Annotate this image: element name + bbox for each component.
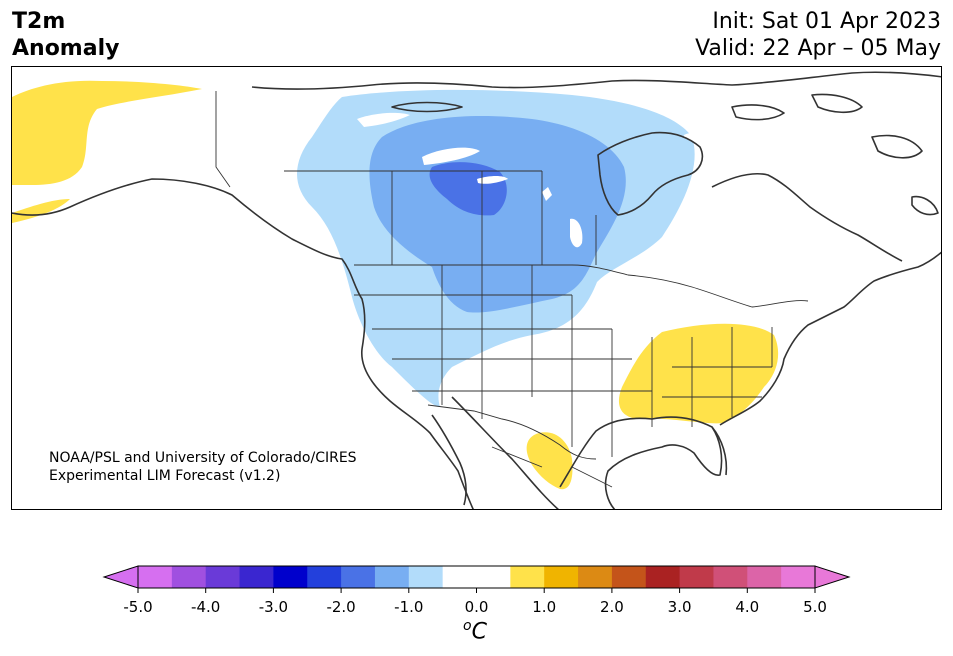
colorbar-bin [578,566,613,588]
colorbar-bin [645,566,681,588]
colorbar-tick-label: -1.0 [394,598,424,616]
colorbar-bin [408,566,444,588]
colorbar-bin [510,566,545,588]
colorbar-tick-label: 3.0 [667,598,692,616]
colorbar-tick-label: 2.0 [599,598,624,616]
colorbar-bin [713,566,748,588]
colorbar-container [0,560,953,656]
valid-range: Valid: 22 Apr – 05 May [695,36,941,61]
colorbar-bin [239,566,274,588]
attribution: NOAA/PSL and University of Colorado/CIRE… [49,449,357,485]
map-canvas [12,67,941,509]
warm-anomaly-alaska [12,80,202,185]
colorbar-tick-label: 0.0 [464,598,489,616]
colorbar-bin [781,566,816,588]
colorbar-tick-label: -4.0 [191,598,221,616]
colorbar-bin [205,566,241,588]
colorbar-bin [544,566,579,588]
colorbar-bin [273,566,308,588]
colorbar-tick-label: -5.0 [123,598,153,616]
lakes [357,112,704,248]
colorbar-tick-label: -3.0 [258,598,289,616]
warm-anomaly-alaska-peninsula [12,199,70,223]
colorbar-bin [611,566,647,588]
coastlines [12,71,941,509]
colorbar-bin [171,566,207,588]
colorbar-tick-label: -2.0 [326,598,356,616]
attribution-line-1: NOAA/PSL and University of Colorado/CIRE… [49,450,357,466]
anomaly-map [11,66,942,510]
colorbar-bin [679,566,714,588]
title-line-1: T2m [12,9,66,34]
colorbar [102,565,851,593]
colorbar-bin [747,566,782,588]
colorbar-bin [442,566,477,588]
colorbar-tick-label: 4.0 [735,598,760,616]
unit-superscript: o [463,618,472,634]
attribution-line-2: Experimental LIM Forecast (v1.2) [49,468,281,484]
colorbar-bin [307,566,342,588]
colorbar-tick-label: 1.0 [532,598,557,616]
colorbar-bin [374,566,410,588]
title-line-2: Anomaly [12,36,120,61]
colorbar-bin [476,566,511,588]
unit-label: oC [463,618,487,644]
colorbar-tick-label: 5.0 [803,598,827,616]
borders [215,91,809,488]
warm-anomaly-mexico [526,432,573,490]
colorbar-bin [341,566,376,588]
init-date: Init: Sat 01 Apr 2023 [712,9,941,34]
colorbar-under-arrow [102,565,139,589]
forecast-period: Init: Sat 01 Apr 2023 Valid: 22 Apr – 05… [695,8,941,62]
warm-anomaly-southeast [618,323,779,424]
cold-anomaly-core [429,162,507,216]
cold-anomaly-medium [369,116,626,313]
unit-main: C [471,619,487,645]
map-title: T2m Anomaly [12,8,119,62]
colorbar-over-arrow [814,565,851,589]
colorbar-bin [138,566,173,588]
